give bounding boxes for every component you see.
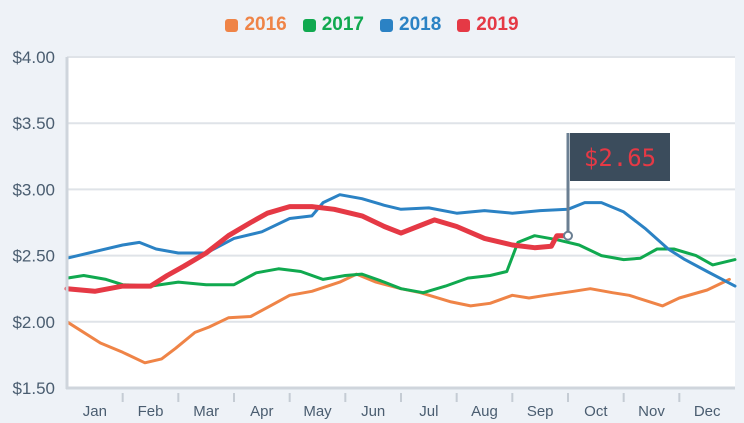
legend-label: 2017 [321, 14, 364, 35]
legend-label: 2019 [476, 14, 519, 35]
flag-value: $2.65 [584, 144, 656, 172]
legend-label: 2018 [399, 14, 442, 35]
series-line-2016 [65, 272, 731, 365]
chart-legend: 2016 2017 2018 2019 [0, 14, 744, 36]
x-tick-label: Nov [638, 403, 665, 420]
x-tick-label: Jun [361, 403, 385, 420]
y-tick-label: $3.50 [12, 114, 55, 133]
x-tick-label: Sep [527, 403, 554, 420]
series-line-2017 [65, 234, 737, 295]
series-line-2019 [64, 204, 571, 294]
legend-item-2016: 2016 [225, 14, 287, 36]
y-tick-label: $3.00 [12, 180, 55, 199]
flag-callout [570, 133, 670, 181]
x-tick-label: Mar [193, 403, 219, 420]
legend-item-2019: 2019 [457, 14, 519, 36]
legend-swatch [302, 18, 316, 32]
legend-swatch [457, 18, 471, 32]
x-tick-label: Jan [83, 403, 107, 420]
legend-item-2017: 2017 [302, 14, 364, 36]
y-tick-label: $4.00 [12, 48, 55, 67]
x-tick-label: Aug [471, 403, 498, 420]
x-tick-label: Dec [694, 403, 721, 420]
legend-item-2018: 2018 [380, 14, 441, 36]
annotation-point [563, 230, 573, 241]
y-tick-label: $2.00 [12, 313, 55, 332]
legend-swatch [225, 18, 239, 32]
series-line-2018 [65, 193, 737, 288]
plot-area [67, 57, 735, 388]
x-tick-label: Jul [419, 403, 438, 420]
x-tick-label: May [303, 403, 332, 420]
x-tick-label: Apr [250, 403, 273, 420]
x-tick-label: Feb [138, 403, 164, 420]
legend-swatch [380, 18, 393, 32]
y-tick-label: $2.50 [12, 247, 55, 266]
y-tick-label: $1.50 [12, 379, 55, 398]
legend-label: 2016 [244, 14, 287, 35]
x-tick-label: Oct [584, 403, 608, 420]
